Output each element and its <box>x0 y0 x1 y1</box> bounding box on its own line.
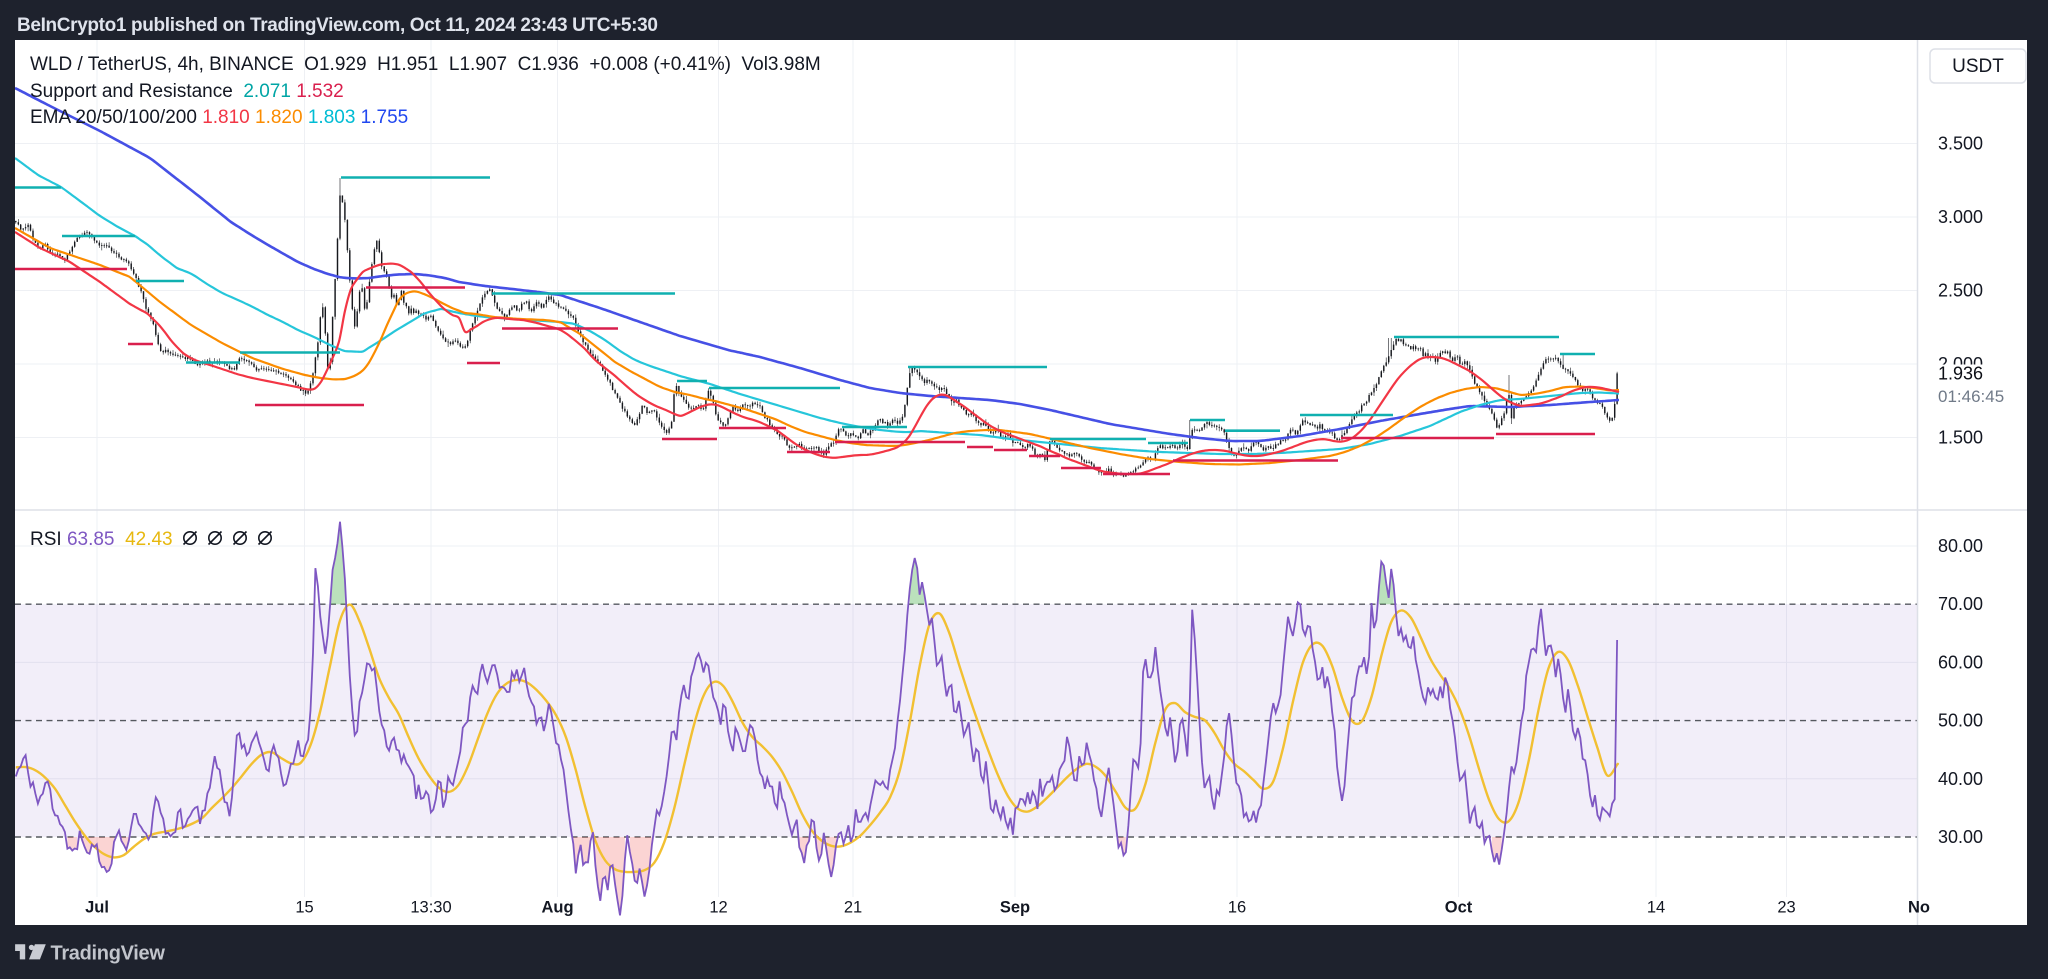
svg-text:12: 12 <box>709 899 727 917</box>
svg-text:2.500: 2.500 <box>1938 281 1983 301</box>
svg-text:15: 15 <box>295 899 313 917</box>
svg-text:3.000: 3.000 <box>1938 207 1983 227</box>
svg-text:1.936: 1.936 <box>1938 364 1983 384</box>
svg-text:16: 16 <box>1228 899 1246 917</box>
svg-text:80.00: 80.00 <box>1938 536 1983 556</box>
svg-text:BeInCrypto1 published on Tradi: BeInCrypto1 published on TradingView.com… <box>17 15 658 36</box>
svg-text:60.00: 60.00 <box>1938 652 1983 672</box>
svg-text:Oct: Oct <box>1445 899 1473 917</box>
svg-text:No: No <box>1908 899 1930 917</box>
svg-text:70.00: 70.00 <box>1938 594 1983 614</box>
svg-text:EMA 20/50/100/200 1.810 1.820: EMA 20/50/100/200 1.810 1.820 1.803 1.75… <box>30 107 408 128</box>
svg-text:1.500: 1.500 <box>1938 428 1983 448</box>
svg-text:RSI 63.85 42.43: RSI 63.85 42.43 <box>30 529 173 550</box>
svg-text:TradingView: TradingView <box>51 942 166 964</box>
svg-text:Jul: Jul <box>85 899 109 917</box>
svg-text:WLD / TetherUS, 4h, BINANCE O: WLD / TetherUS, 4h, BINANCE O1.929 H1.95… <box>30 54 821 75</box>
svg-text:50.00: 50.00 <box>1938 711 1983 731</box>
svg-text:USDT: USDT <box>1952 56 2004 77</box>
svg-text:13:30: 13:30 <box>410 899 451 917</box>
svg-text:23: 23 <box>1777 899 1795 917</box>
svg-text:Sep: Sep <box>1000 899 1030 917</box>
svg-text:40.00: 40.00 <box>1938 769 1983 789</box>
svg-text:01:46:45: 01:46:45 <box>1938 387 2004 406</box>
svg-text:21: 21 <box>844 899 862 917</box>
svg-text:Aug: Aug <box>541 899 573 917</box>
svg-text:14: 14 <box>1647 899 1665 917</box>
svg-text:3.500: 3.500 <box>1938 134 1983 154</box>
svg-text:30.00: 30.00 <box>1938 827 1983 847</box>
svg-text:Support and Resistance 2.071: Support and Resistance 2.071 1.532 <box>30 81 344 102</box>
